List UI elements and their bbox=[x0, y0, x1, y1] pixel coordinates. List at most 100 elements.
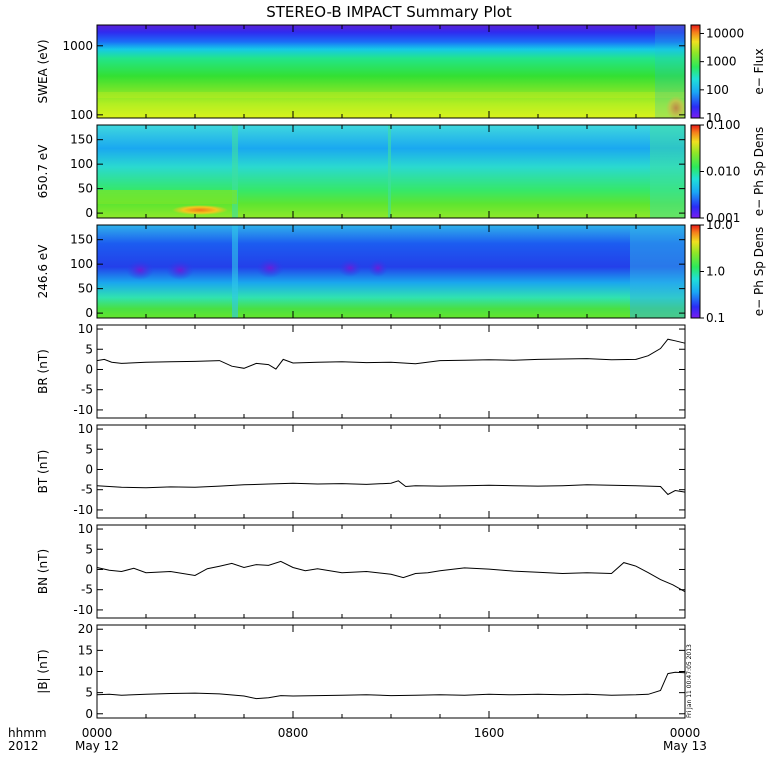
ytick-label: 0 bbox=[85, 306, 93, 320]
colorbar-650-bar bbox=[690, 124, 701, 219]
panel-5-frame bbox=[96, 524, 686, 619]
colorbar-tick-label: 0.100 bbox=[706, 118, 740, 132]
ytick-label: 10 bbox=[78, 322, 93, 336]
panel-246 bbox=[97, 225, 685, 318]
ytick-label: 150 bbox=[70, 233, 93, 247]
panel-6-series-line bbox=[96, 671, 686, 700]
swea-end-band bbox=[655, 25, 685, 118]
ytick-label: 5 bbox=[85, 542, 93, 556]
ytick-label: 100 bbox=[70, 108, 93, 122]
p246-blob-5 bbox=[368, 259, 388, 277]
panel-0-ylabel: SWEA (eV) bbox=[36, 39, 50, 103]
ytick-label: 1000 bbox=[62, 39, 93, 53]
ytick-label: 100 bbox=[70, 257, 93, 271]
ytick-label: 0 bbox=[85, 362, 93, 376]
panel-5-ylabel: BN (nT) bbox=[36, 549, 50, 594]
panel-5-series-line bbox=[96, 560, 686, 593]
ytick-label: 50 bbox=[78, 282, 93, 296]
p650-vertical-streak-2 bbox=[388, 125, 391, 218]
time-row1-label: hhmm bbox=[8, 726, 47, 740]
colorbar-tick-label: 0.1 bbox=[706, 311, 725, 325]
swea-spectrogram bbox=[97, 25, 685, 118]
creation-stamp: Fri Jan 11 00:47:05 2013 bbox=[686, 644, 693, 718]
p246-blob-3 bbox=[256, 258, 284, 278]
ytick-label: 5 bbox=[85, 686, 93, 700]
panel-0-axes: 100 1000 SWEA (eV) 10 100 1000 10000 e− Flux bbox=[36, 24, 766, 125]
panel-4-ylabel: BT (nT) bbox=[36, 450, 50, 494]
date-tick-label: May 12 bbox=[75, 739, 119, 753]
panel-0-frame bbox=[96, 24, 686, 119]
colorbar-tick-label: 0.001 bbox=[706, 211, 740, 225]
panel-2-axes: 0 50 100 150 246.6 eV 0.1 1.0 10.0 e− Ph Sp Dens bbox=[36, 218, 766, 325]
p650-end-band bbox=[650, 125, 685, 218]
ytick-label: 5 bbox=[85, 342, 93, 356]
panel-3-series-line bbox=[96, 338, 686, 370]
panel-3-ylabel: BR (nT) bbox=[36, 349, 50, 394]
panel-swea bbox=[97, 25, 686, 120]
time-tick-label: 0000 bbox=[670, 726, 701, 740]
p650-hot-region bbox=[172, 205, 228, 215]
colorbar-0-label: e− Flux bbox=[752, 48, 766, 94]
panel-3-frame bbox=[96, 324, 686, 419]
ytick-label: 10 bbox=[78, 665, 93, 679]
plot-title: STEREO-B IMPACT Summary Plot bbox=[266, 3, 512, 21]
colorbar-1-label: e− Ph Sp Dens bbox=[752, 127, 766, 216]
panel-4-frame bbox=[96, 424, 686, 519]
colorbar-swea bbox=[690, 24, 701, 119]
panel-4-axes: -10 -5 0 5 10 BT (nT) bbox=[36, 422, 686, 519]
p246-spectrogram bbox=[97, 225, 685, 318]
ytick-label: 0 bbox=[85, 707, 93, 721]
panel-1-ylabel: 650.7 eV bbox=[36, 144, 50, 199]
p246-blob-1 bbox=[126, 260, 154, 280]
ytick-label: 0 bbox=[85, 206, 93, 220]
ytick-label: -5 bbox=[81, 383, 93, 397]
p246-end-band bbox=[630, 225, 685, 318]
panel-650 bbox=[97, 125, 685, 218]
ytick-label: 10 bbox=[78, 422, 93, 436]
ytick-label: 15 bbox=[78, 643, 93, 657]
ytick-label: 100 bbox=[70, 157, 93, 171]
p650-vertical-streak bbox=[232, 125, 238, 218]
ytick-label: -5 bbox=[81, 483, 93, 497]
panel-1-frame bbox=[96, 124, 686, 219]
time-tick-label: 1600 bbox=[474, 726, 505, 740]
ytick-label: 20 bbox=[78, 622, 93, 636]
colorbar-tick-label: 100 bbox=[706, 83, 729, 97]
panel-2-frame bbox=[96, 224, 686, 319]
panel-6-ylabel: |B| (nT) bbox=[36, 649, 50, 693]
ytick-label: -10 bbox=[73, 503, 93, 517]
ytick-label: -5 bbox=[81, 583, 93, 597]
time-tick-label: 0800 bbox=[278, 726, 309, 740]
colorbar-tick-label: 10.0 bbox=[706, 218, 733, 232]
colorbar-246-bar bbox=[690, 224, 701, 319]
time-tick-label: 0000 bbox=[82, 726, 113, 740]
panel-6-frame bbox=[96, 624, 686, 719]
ytick-label: 10 bbox=[78, 522, 93, 536]
p246-blob-2 bbox=[166, 260, 194, 280]
colorbar-swea-bar bbox=[690, 24, 701, 119]
colorbar-tick-label: 10000 bbox=[706, 26, 744, 40]
ytick-label: 0 bbox=[85, 462, 93, 476]
colorbar-tick-label: 10 bbox=[706, 111, 721, 125]
ytick-label: 50 bbox=[78, 182, 93, 196]
swea-hot-region bbox=[666, 96, 686, 120]
panel-6-axes: 0 5 10 15 20 |B| (nT) bbox=[36, 622, 686, 721]
ytick-label: 0 bbox=[85, 562, 93, 576]
time-row2-label: 2012 bbox=[8, 739, 39, 753]
panel-3-axes: -10 -5 0 5 10 BR (nT) bbox=[36, 322, 686, 419]
swea-low-energy-streak bbox=[97, 92, 685, 98]
p246-vertical-streak bbox=[232, 225, 238, 318]
panel-5-axes: -10 -5 0 5 10 BN (nT) bbox=[36, 522, 686, 619]
p246-blob-4 bbox=[338, 259, 362, 277]
panel-1-axes: 0 50 100 150 650.7 eV 0.001 0.010 0.100 e− Ph Sp… bbox=[36, 118, 766, 225]
ytick-label: 5 bbox=[85, 442, 93, 456]
colorbar-tick-label: 0.010 bbox=[706, 165, 740, 179]
colorbar-246 bbox=[690, 224, 701, 319]
colorbar-650 bbox=[690, 124, 701, 219]
ytick-label: -10 bbox=[73, 603, 93, 617]
panel-2-ylabel: 246.6 eV bbox=[36, 244, 50, 299]
panel-4-series-line bbox=[96, 480, 686, 496]
colorbar-tick-label: 1.0 bbox=[706, 265, 725, 279]
